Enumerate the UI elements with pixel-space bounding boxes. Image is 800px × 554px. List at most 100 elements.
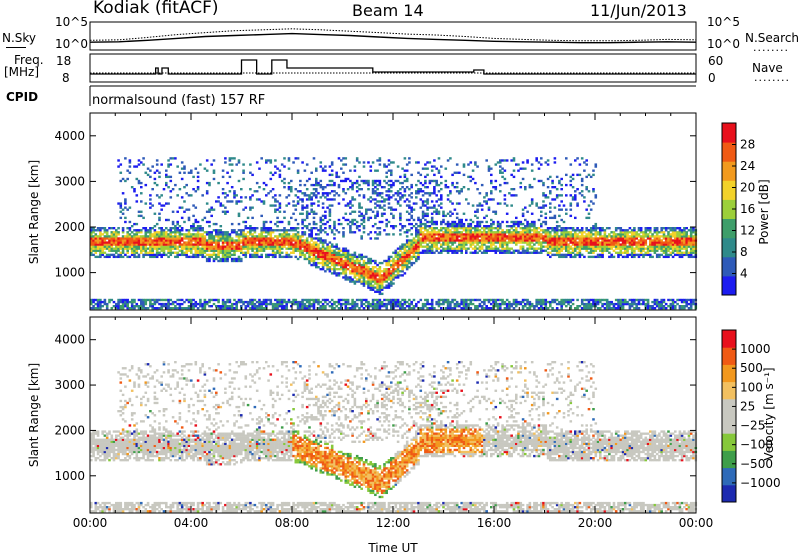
power-cell — [328, 214, 332, 218]
power-cell — [178, 231, 182, 234]
power-cell — [155, 300, 159, 304]
power-cell — [140, 239, 143, 242]
power-cell — [301, 161, 304, 164]
power-cell — [128, 159, 132, 162]
power-cell — [151, 239, 154, 242]
power-cell — [280, 298, 284, 302]
power-cell — [119, 243, 123, 246]
power-cell — [90, 302, 93, 306]
power-cell — [430, 300, 434, 304]
power-cell — [501, 302, 504, 306]
power-cell — [176, 239, 179, 242]
power-cell — [562, 235, 566, 238]
power-cell — [442, 235, 445, 238]
power-cell — [396, 305, 400, 308]
power-cell — [328, 225, 332, 228]
power-cell — [576, 233, 579, 236]
power-cell — [96, 307, 100, 310]
power-cell — [574, 196, 577, 199]
power-cell — [203, 249, 207, 252]
power-cell — [510, 239, 513, 242]
power-cell — [126, 305, 129, 308]
power-cell — [430, 220, 434, 224]
power-cell — [455, 239, 459, 242]
power-cell — [421, 200, 425, 203]
power-cell — [299, 237, 302, 240]
power-cell — [424, 163, 427, 166]
power-cell — [567, 298, 570, 302]
power-cell — [249, 237, 252, 240]
power-cell — [585, 239, 588, 242]
power-cell — [196, 253, 200, 257]
power-cell — [321, 261, 325, 265]
power-cell — [233, 245, 236, 248]
power-cell — [578, 163, 582, 166]
power-cell — [474, 229, 477, 232]
power-cell — [430, 235, 434, 238]
power-cell — [176, 253, 179, 257]
power-cell — [496, 202, 500, 205]
power-cell — [492, 186, 495, 189]
power-cell — [349, 231, 352, 234]
power-cell — [346, 268, 350, 271]
power-cell — [194, 253, 198, 257]
power-cell — [558, 241, 561, 244]
power-cell — [430, 212, 434, 215]
power-cell — [312, 249, 316, 252]
power-cell — [335, 253, 338, 257]
power-cell — [317, 300, 320, 304]
power-cell — [278, 249, 282, 252]
power-cell — [574, 255, 577, 259]
power-cell — [385, 222, 388, 226]
power-cell — [342, 251, 345, 254]
power-cell — [353, 282, 357, 285]
power-cell — [410, 243, 413, 246]
power-cell — [580, 233, 584, 236]
power-cell — [451, 183, 454, 187]
power-cell — [492, 222, 495, 226]
power-cell — [258, 233, 261, 236]
power-cell — [555, 227, 559, 230]
power-cell — [328, 259, 332, 263]
power-cell — [128, 220, 132, 224]
power-cell — [501, 300, 504, 304]
power-cell — [569, 245, 573, 248]
power-cell — [255, 235, 259, 238]
power-cell — [342, 231, 345, 234]
power-cell — [408, 239, 411, 242]
power-cell — [349, 169, 352, 172]
power-cell — [453, 227, 457, 230]
power-cell — [251, 235, 254, 238]
power-cell — [512, 169, 516, 172]
power-cell — [353, 280, 357, 283]
power-cell — [385, 298, 388, 302]
power-cell — [383, 259, 386, 263]
power-cell — [546, 177, 550, 181]
power-cell — [342, 198, 345, 201]
power-cell — [433, 173, 436, 177]
power-cell — [358, 263, 361, 267]
power-cell — [589, 200, 593, 203]
power-cell — [369, 272, 373, 275]
power-cell — [271, 243, 275, 246]
power-cell — [526, 159, 529, 162]
power-cell — [253, 251, 257, 254]
power-cell — [271, 302, 275, 306]
power-cell — [555, 307, 559, 310]
power-cell — [230, 163, 234, 166]
power-cell — [485, 194, 488, 197]
power-cell — [126, 208, 129, 211]
power-cell — [524, 251, 527, 254]
power-cell — [535, 247, 538, 250]
power-cell — [190, 241, 193, 244]
power-cell — [517, 169, 520, 172]
power-cell — [555, 302, 559, 306]
power-cell — [190, 298, 193, 302]
power-cell — [453, 222, 457, 226]
power-cell — [565, 249, 568, 252]
power-cell — [503, 302, 507, 306]
power-cell — [551, 181, 554, 185]
power-cell — [415, 233, 418, 236]
power-cell — [403, 307, 407, 310]
power-cell — [542, 183, 545, 187]
